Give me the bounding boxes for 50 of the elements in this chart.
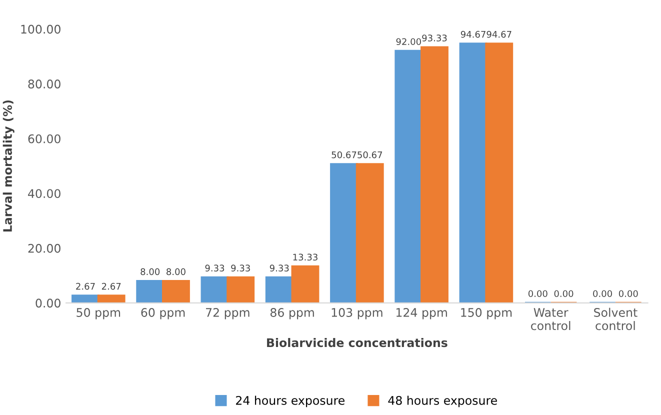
x-tick-label: 124 ppm — [396, 308, 447, 320]
bar — [265, 276, 294, 303]
legend-label: 24 hours exposure — [236, 396, 345, 408]
y-tick-label: 60.00 — [28, 134, 60, 144]
data-label: 2.67 — [76, 282, 95, 290]
x-tick-label: 103 ppm — [332, 308, 382, 320]
data-label: 9.33 — [205, 264, 224, 272]
x-tick-label: Solvent control — [594, 308, 638, 330]
x-tick-label: 86 ppm — [270, 308, 314, 320]
bar — [420, 46, 448, 303]
bar — [356, 163, 384, 303]
bar — [200, 276, 229, 303]
data-label: 0.00 — [528, 290, 548, 298]
bar — [485, 42, 514, 303]
y-tick-label: 100.00 — [21, 24, 60, 34]
data-label: 8.00 — [166, 268, 186, 276]
y-tick-label: 40.00 — [28, 189, 60, 198]
data-label: 9.33 — [270, 264, 289, 272]
legend-label: 48 hours exposure — [388, 396, 497, 408]
bar — [394, 50, 423, 303]
data-label: 8.00 — [140, 268, 160, 276]
bar — [226, 276, 255, 303]
data-label: 0.00 — [593, 290, 612, 298]
x-axis-title: Biolarvicide concentrations — [267, 338, 448, 348]
x-tick-label: 150 ppm — [461, 308, 512, 320]
data-label: 92.00 — [396, 38, 421, 46]
bar — [459, 42, 488, 303]
data-label: 94.67 — [486, 30, 512, 38]
data-label: 13.33 — [293, 254, 318, 261]
x-tick-label: 72 ppm — [206, 308, 250, 320]
bar — [291, 265, 320, 303]
data-label: 2.67 — [102, 282, 121, 290]
y-tick-label: 20.00 — [28, 244, 60, 253]
bar — [97, 294, 126, 303]
bar — [330, 163, 358, 303]
data-label: 0.00 — [618, 290, 638, 298]
data-label: 0.00 — [554, 290, 574, 298]
data-label: 94.67 — [460, 30, 486, 38]
data-label: 93.33 — [422, 34, 447, 42]
bar — [162, 280, 190, 303]
y-tick-label: 0.00 — [36, 298, 60, 308]
data-label: 50.67 — [358, 151, 382, 158]
x-tick-label: 50 ppm — [76, 308, 120, 320]
x-tick-label: 60 ppm — [141, 308, 185, 320]
data-label: 9.33 — [231, 264, 250, 272]
data-label: 50.67 — [332, 151, 356, 158]
y-tick-label: 80.00 — [28, 80, 60, 88]
y-axis-title: Larval mortality (%) — [2, 100, 14, 232]
x-tick-label: Water control — [531, 308, 570, 330]
bar — [72, 294, 100, 303]
